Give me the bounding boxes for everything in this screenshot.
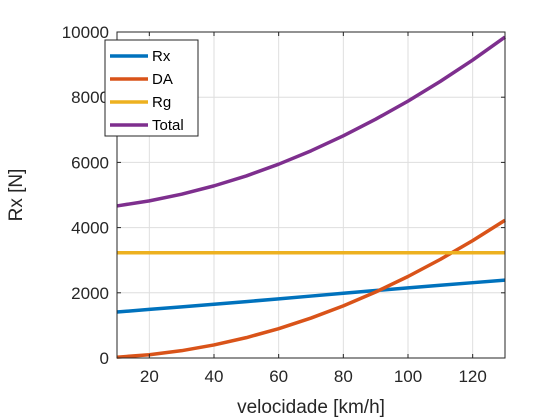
x-tick-label: 120 (458, 367, 486, 386)
series-line-rx (116, 278, 506, 314)
x-axis-label: velocidade [km/h] (237, 397, 385, 418)
legend-label-rx: Rx (152, 48, 171, 65)
axis-ticks: 20 40 60 80 100 120 0 2000 4000 6000 8000 10000 (62, 23, 505, 386)
legend: Rx DA Rg Total (104, 39, 199, 137)
y-tick-label: 10000 (62, 23, 109, 42)
x-tick-label: 60 (269, 367, 288, 386)
legend-label-rg: Rg (152, 94, 171, 111)
series-line-total (116, 35, 507, 208)
y-tick-label: 2000 (71, 284, 109, 303)
series-lines (116, 35, 507, 359)
y-axis-label: Rx [N] (6, 169, 27, 222)
legend-label-total: Total (152, 117, 184, 134)
series-line-da (116, 218, 506, 359)
x-tick-label: 100 (394, 367, 422, 386)
x-tick-label: 80 (334, 367, 353, 386)
plot-frame (116, 31, 506, 359)
x-tick-label: 40 (205, 367, 224, 386)
y-tick-label: 6000 (71, 153, 109, 172)
y-tick-label: 4000 (71, 219, 109, 238)
legend-label-da: DA (152, 71, 173, 88)
y-tick-label: 8000 (71, 88, 109, 107)
y-tick-label: 0 (100, 349, 109, 368)
x-tick-label: 20 (140, 367, 159, 386)
